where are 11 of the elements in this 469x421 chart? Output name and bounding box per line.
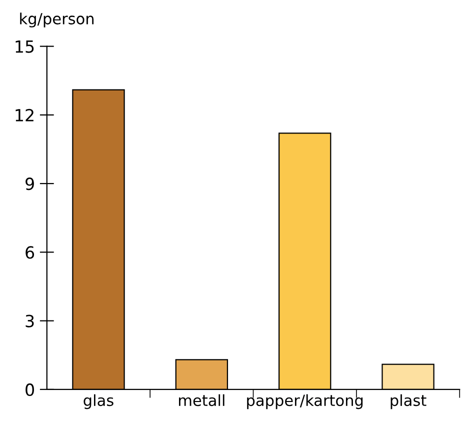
x-tick-label: plast: [390, 394, 426, 410]
x-tick-label: metall: [178, 394, 224, 406]
y-tick-label: 15: [16, 40, 34, 53]
y-axis-title: kg/person: [20, 12, 94, 28]
y-tick-label: 12: [16, 108, 34, 122]
y-tick-label: 0: [26, 383, 34, 396]
y-tick-label: 6: [26, 246, 34, 259]
x-tick-label: papper/kartong: [247, 394, 363, 410]
y-tick-label: 9: [26, 178, 34, 190]
y-tick-label: 3: [26, 314, 34, 328]
x-tick-label: glas: [84, 394, 114, 410]
